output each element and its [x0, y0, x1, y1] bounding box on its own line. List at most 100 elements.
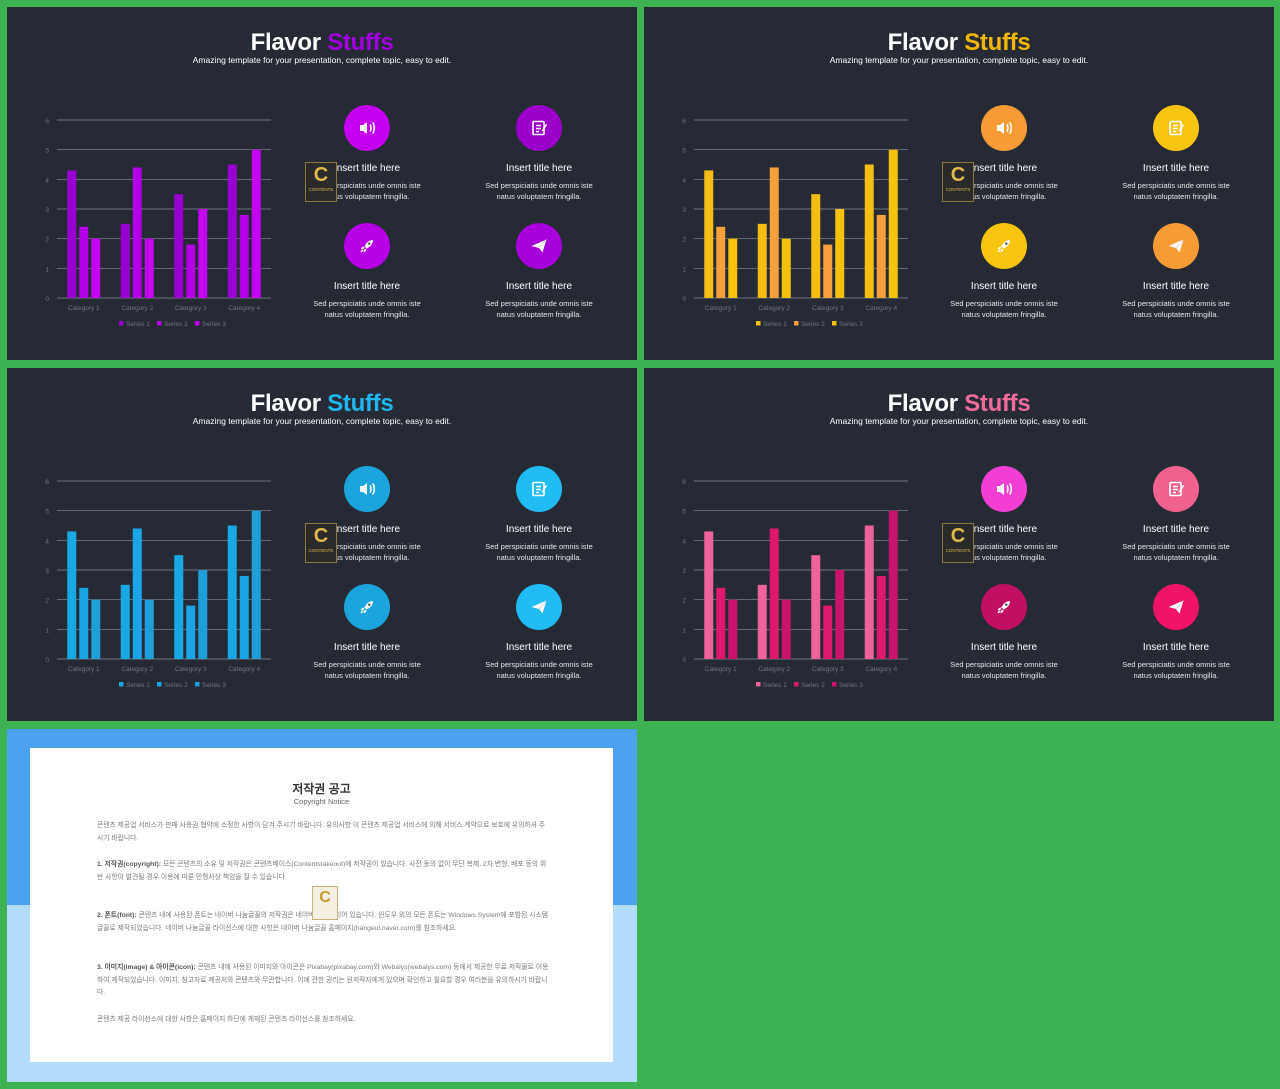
bar-chart: 0 1 2 3 4 5 6 Category 1 Category 2 Category 3 Cat… — [674, 473, 914, 703]
copyright-para-2-text: 콘텐츠 내에 사용된 폰트는 네이버 나눔글꼴의 저작권은 네이버에 귀속되어 … — [97, 912, 548, 932]
x-tick-label: Category 2 — [121, 305, 153, 312]
y-tick-label: 5 — [682, 509, 686, 516]
note-icon — [1153, 466, 1199, 512]
x-tick-label: Category 1 — [705, 666, 737, 673]
contents-logo-text: CONTENTS — [945, 187, 971, 192]
bar-series-1-category-2 — [120, 584, 130, 659]
speaker-icon — [981, 466, 1027, 512]
bar-chart-svg: 0 1 2 3 4 5 6 Category 1 Category 2 Category 3 Cat… — [45, 118, 271, 328]
contents-logo-text: CONTENTS — [945, 548, 971, 553]
slide-title: Flavor Stuffs — [644, 29, 1274, 57]
y-tick-label: 6 — [45, 118, 49, 125]
feature-description: Sed perspiciatis unde omnis iste natus v… — [950, 299, 1058, 319]
feature-item: Insert title here Sed perspiciatis unde o… — [464, 105, 614, 202]
bar-series-3-category-3 — [835, 570, 845, 659]
contents-logo-letter: C — [319, 889, 331, 906]
feature-title: Insert title here — [505, 163, 573, 174]
legend-label: Series 1 — [763, 321, 787, 328]
x-tick-label: Category 4 — [228, 305, 260, 312]
legend-label: Series 3 — [202, 321, 226, 328]
y-tick-label: 2 — [45, 598, 49, 605]
bar-series-2-category-2 — [132, 167, 142, 298]
bar-series-2-category-3 — [186, 244, 196, 298]
x-tick-label: Category 3 — [175, 305, 207, 312]
bar-chart-svg: 0 1 2 3 4 5 6 Category 1 Category 2 Category 3 Cat… — [682, 118, 908, 328]
bar-series-3-category-2 — [144, 238, 154, 298]
feature-description: Sed perspiciatis unde omnis iste natus v… — [485, 181, 593, 201]
contents-logo-letter: C — [313, 525, 329, 547]
rocket-icon — [981, 223, 1027, 269]
y-tick-label: 3 — [682, 207, 686, 214]
paper-plane-icon — [1153, 223, 1199, 269]
y-tick-label: 1 — [45, 266, 49, 273]
x-tick-label: Category 4 — [865, 305, 897, 312]
slide-title-accent: Stuffs — [327, 390, 394, 417]
legend-label: Series 2 — [801, 321, 825, 328]
y-tick-label: 1 — [682, 266, 686, 273]
copyright-para-2: 2. 폰트(font): 콘텐츠 내에 사용된 폰트는 네이버 나눔글꼴의 저작… — [97, 910, 549, 935]
legend-swatch — [157, 321, 162, 326]
bar-series-1-category-3 — [174, 555, 184, 659]
bar-series-3-category-1 — [728, 238, 738, 298]
bar-series-3-category-3 — [198, 570, 208, 659]
bar-series-3-category-4 — [888, 149, 898, 298]
bar-chart: 0 1 2 3 4 5 6 Category 1 Category 2 Category 3 Cat… — [37, 112, 277, 342]
feature-title: Insert title here — [1142, 642, 1210, 653]
legend-label: Series 2 — [164, 321, 188, 328]
x-tick-label: Category 1 — [68, 666, 100, 673]
y-tick-label: 4 — [682, 177, 686, 184]
legend-swatch — [832, 321, 837, 326]
bar-series-2-category-4 — [239, 214, 249, 298]
copyright-para-3-label: 3. 이미지(image) & 아이콘(icon): — [97, 964, 196, 971]
slide-purple: Flavor Stuffs Amazing template for your p… — [7, 7, 637, 360]
x-tick-label: Category 4 — [228, 666, 260, 673]
bar-chart-svg: 0 1 2 3 4 5 6 Category 1 Category 2 Category 3 Cat… — [682, 479, 908, 689]
legend-swatch — [119, 321, 124, 326]
speaker-icon — [344, 105, 390, 151]
slide-title-prefix: Flavor — [250, 29, 322, 56]
y-tick-label: 1 — [45, 627, 49, 634]
y-tick-label: 6 — [682, 118, 686, 125]
legend-label: Series 3 — [839, 682, 863, 689]
x-tick-label: Category 1 — [68, 305, 100, 312]
y-tick-label: 2 — [682, 598, 686, 605]
bar-series-1-category-3 — [811, 555, 821, 659]
bar-series-2-category-1 — [716, 226, 726, 298]
feature-title: Insert title here — [1142, 163, 1210, 174]
paper-plane-icon — [516, 584, 562, 630]
y-tick-label: 0 — [45, 296, 49, 303]
slide-subtitle: Amazing template for your presentation, … — [192, 55, 452, 65]
bar-series-3-category-2 — [144, 599, 154, 659]
bar-series-3-category-1 — [91, 599, 101, 659]
feature-description: Sed perspiciatis unde omnis iste natus v… — [1122, 660, 1230, 680]
legend-swatch — [794, 682, 799, 687]
slide-title: Flavor Stuffs — [644, 390, 1274, 418]
speaker-icon — [344, 466, 390, 512]
paper-plane-icon — [1153, 584, 1199, 630]
rocket-icon — [344, 584, 390, 630]
feature-title: Insert title here — [333, 524, 401, 535]
contents-logo-text: CONTENTS — [308, 187, 334, 192]
x-tick-label: Category 3 — [812, 666, 844, 673]
bar-series-1-category-2 — [757, 223, 767, 298]
copyright-para-3-text: 콘텐츠 내에 사용된 이미지와 아이콘은 Pixabay(pixabay.com… — [97, 964, 549, 996]
copyright-intro: 콘텐츠 제공업 서비스가 판매 사용권 협약에 소정한 사항이 담겨 주시기 바… — [97, 822, 545, 842]
bar-series-2-category-3 — [823, 244, 833, 298]
legend-swatch — [195, 682, 200, 687]
slide-title-prefix: Flavor — [887, 29, 959, 56]
copyright-para-2-label: 2. 폰트(font): — [97, 912, 137, 919]
feature-description: Sed perspiciatis unde omnis iste natus v… — [950, 660, 1058, 680]
bar-series-1-category-4 — [227, 525, 237, 659]
feature-description: Sed perspiciatis unde omnis iste natus v… — [485, 299, 593, 319]
legend-swatch — [756, 321, 761, 326]
feature-title: Insert title here — [505, 524, 573, 535]
feature-title: Insert title here — [505, 642, 573, 653]
y-tick-label: 4 — [45, 177, 49, 184]
legend-swatch — [195, 321, 200, 326]
